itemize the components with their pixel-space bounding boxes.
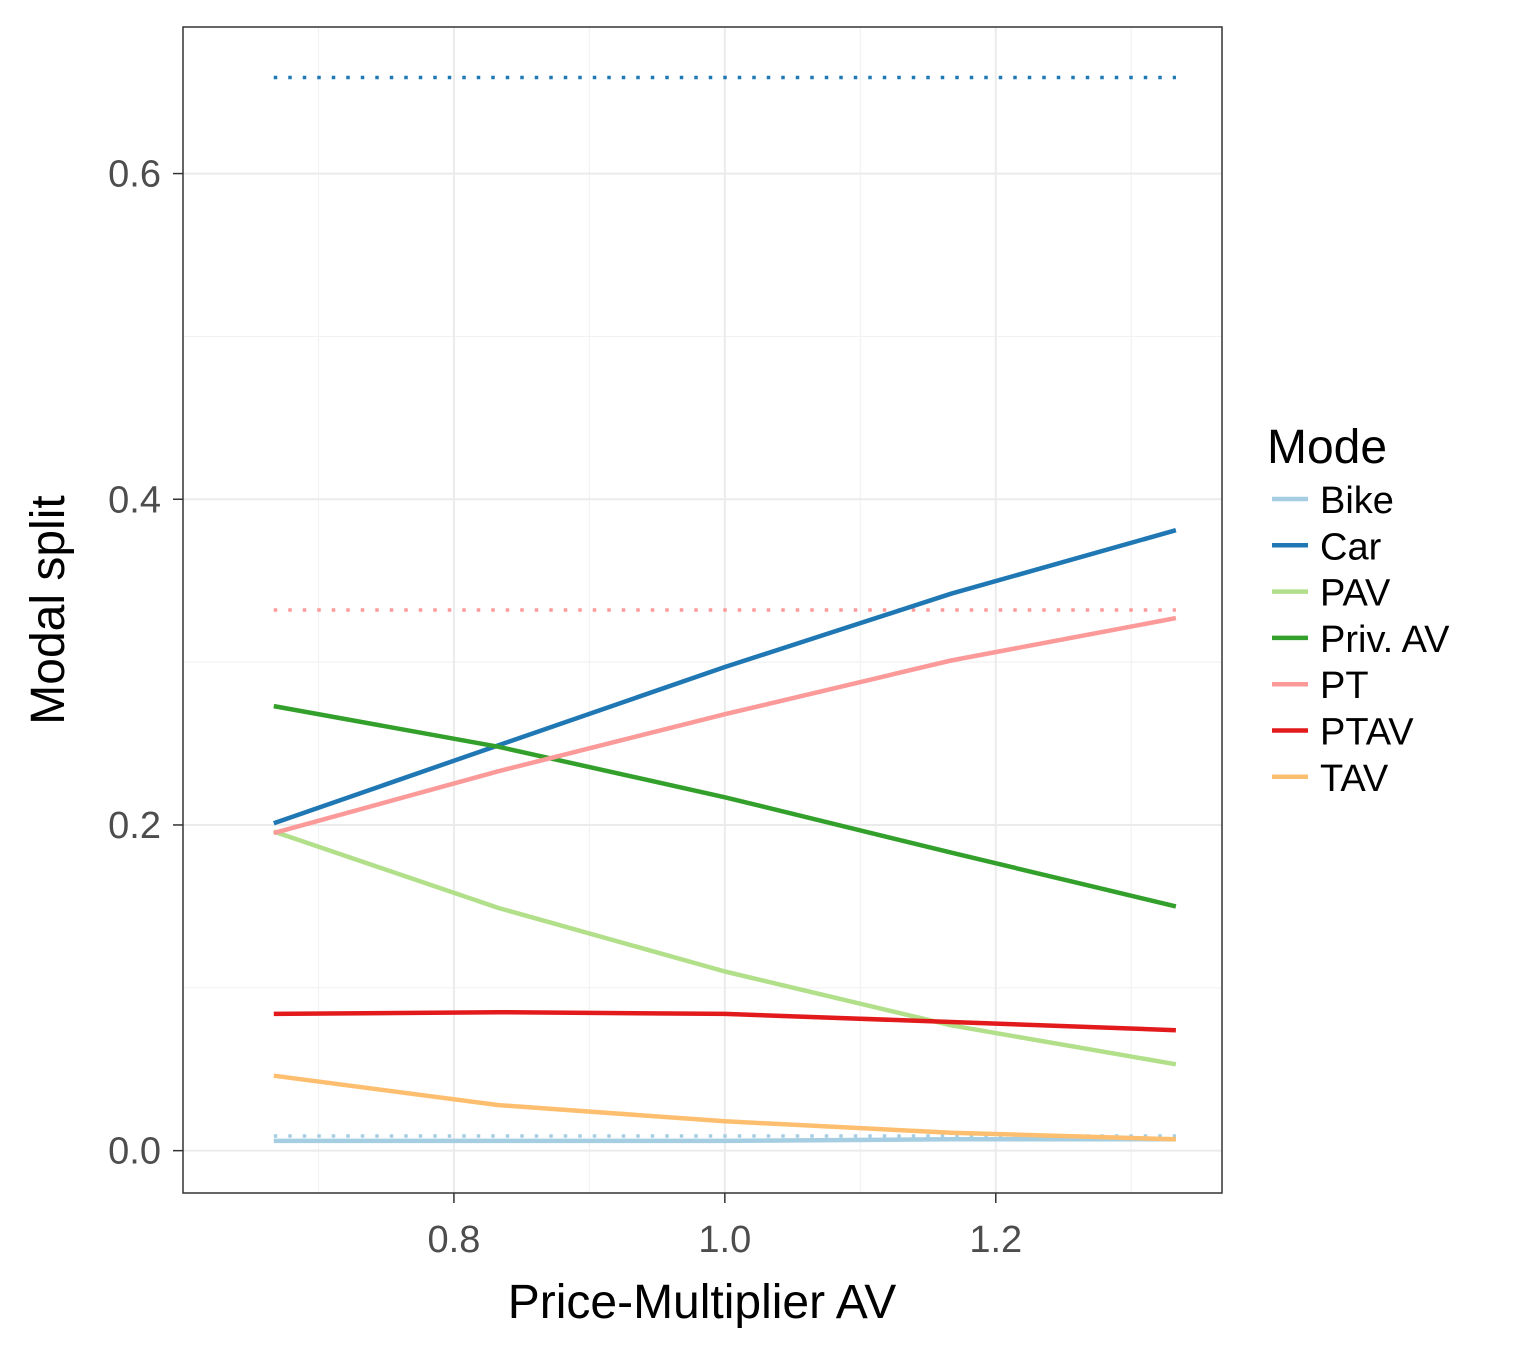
series-line-pav <box>273 829 1177 1067</box>
legend-label-car: Car <box>1320 526 1382 568</box>
plot-panel <box>182 26 1223 1194</box>
x-tick-label: 1.0 <box>698 1219 751 1261</box>
panel-background <box>183 27 1222 1193</box>
legend-title: Mode <box>1267 421 1387 474</box>
series-line-pt <box>273 615 1177 836</box>
legend-label-bike: Bike <box>1320 480 1394 522</box>
y-axis: 0.0 0.2 0.4 0.6 <box>108 154 183 1173</box>
x-tick-label: 1.2 <box>969 1219 1022 1261</box>
panel-border <box>182 26 1223 1194</box>
y-axis-title: Modal split <box>22 495 75 724</box>
y-tick-label: 0.2 <box>108 805 161 847</box>
series-line-bike <box>273 1137 1176 1144</box>
grid-lines <box>183 27 1222 1193</box>
series-line-priv-av <box>273 703 1177 909</box>
y-tick-label: 0.0 <box>108 1131 161 1173</box>
series-line-car <box>273 528 1177 826</box>
y-tick-label: 0.4 <box>108 479 161 521</box>
legend-label-pav: PAV <box>1320 573 1391 615</box>
legend-label-tav: TAV <box>1320 758 1389 800</box>
y-tick-label: 0.6 <box>108 154 161 196</box>
legend-label-ptav: PTAV <box>1320 712 1414 754</box>
series-line-ptav <box>273 1009 1176 1033</box>
x-axis: 0.8 1.0 1.2 <box>428 1193 1022 1261</box>
legend-label-priv-av: Priv. AV <box>1320 619 1450 661</box>
legend-label-pt: PT <box>1320 665 1369 707</box>
series-line-tav <box>273 1073 1176 1142</box>
x-axis-title: Price-Multiplier AV <box>508 1276 897 1329</box>
x-tick-label: 0.8 <box>428 1219 481 1261</box>
reference-lines <box>273 75 1176 1138</box>
data-series <box>273 528 1177 1144</box>
